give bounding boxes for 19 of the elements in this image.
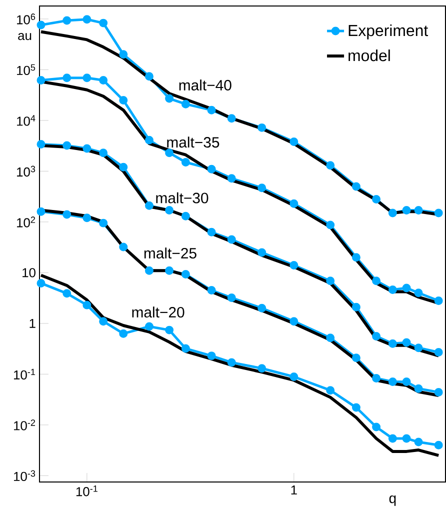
y-tick-label: 10$^{-1}$ [14, 368, 36, 380]
annotation: malt−20 [132, 306, 184, 318]
legend-label: Experiment [348, 24, 428, 40]
y-tick-label: 10$^{6}$ [17, 14, 36, 24]
y-tick-label: 10$^{3}$ [17, 166, 36, 177]
legend-label: model [348, 49, 390, 62]
annotation: malt−25 [144, 248, 196, 259]
annotation: malt−40 [179, 80, 232, 90]
y-tick-label: 10$^{4}$ [17, 115, 36, 126]
y-axis-title: au [18, 33, 32, 40]
y-tick-label: 10$^{2}$ [17, 216, 36, 228]
annotation: malt−35 [167, 136, 220, 148]
y-tick-label: 1 [30, 318, 36, 328]
y-tick-label: 10$^{5}$ [17, 64, 36, 76]
x-axis-title: q [389, 496, 396, 506]
y-tick-label: 10$^{-3}$ [14, 470, 36, 482]
y-tick-label: 10$^{-2}$ [14, 420, 36, 430]
y-tick-label: 10 [22, 268, 36, 278]
annotation: malt−30 [156, 192, 208, 204]
